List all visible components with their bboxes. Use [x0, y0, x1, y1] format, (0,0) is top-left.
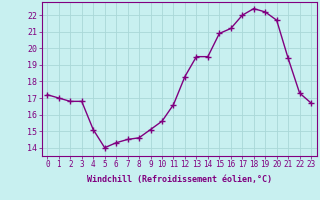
X-axis label: Windchill (Refroidissement éolien,°C): Windchill (Refroidissement éolien,°C) [87, 175, 272, 184]
